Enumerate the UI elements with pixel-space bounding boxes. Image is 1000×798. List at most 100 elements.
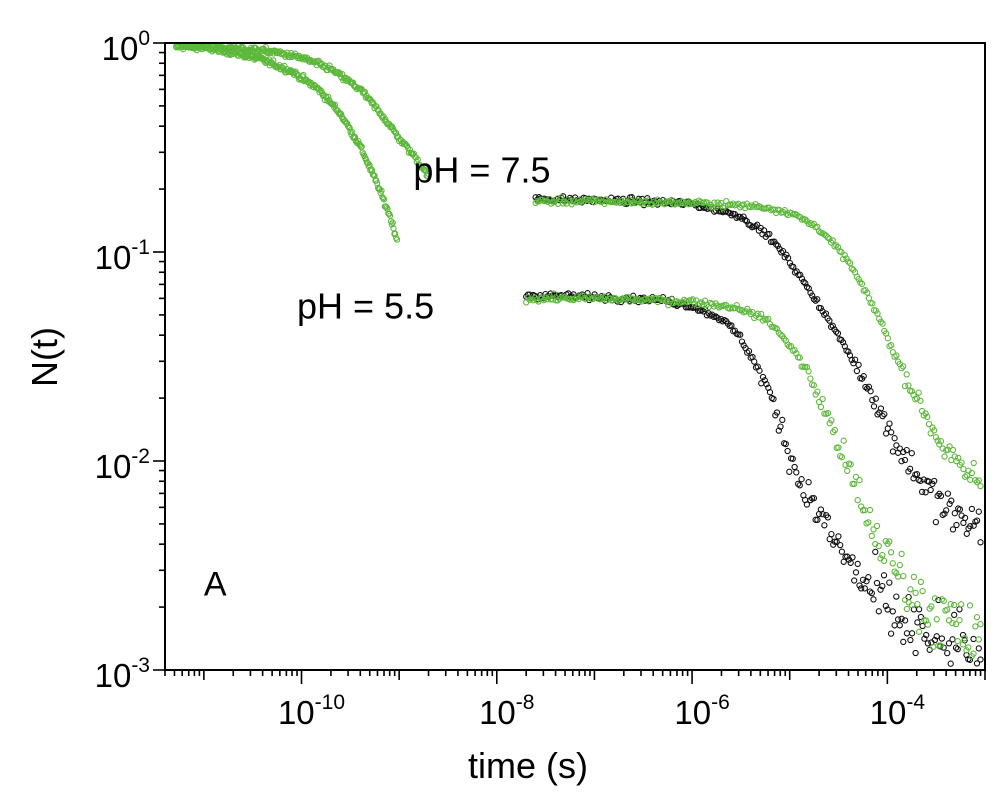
data-point <box>791 346 798 354</box>
data-point <box>908 450 915 457</box>
data-point <box>961 473 969 480</box>
data-point <box>556 195 563 203</box>
data-point <box>853 367 861 375</box>
plot-frame <box>164 42 986 671</box>
data-point <box>838 454 846 461</box>
data-point <box>367 96 374 104</box>
data-point <box>846 259 854 267</box>
data-point <box>829 322 836 329</box>
data-point <box>947 601 954 608</box>
data-point <box>592 196 599 203</box>
data-point <box>900 448 907 456</box>
data-point <box>772 241 780 248</box>
data-point <box>798 476 805 483</box>
data-point <box>977 539 984 546</box>
data-point <box>821 522 828 529</box>
data-point <box>967 523 974 530</box>
data-point <box>917 578 925 586</box>
data-point <box>922 489 929 496</box>
data-points <box>173 41 984 667</box>
data-point <box>731 327 739 334</box>
data-point <box>948 497 955 504</box>
data-point <box>879 412 886 420</box>
data-point <box>886 420 893 427</box>
data-point <box>894 616 902 623</box>
data-point <box>919 587 926 595</box>
data-point <box>918 488 926 496</box>
data-point <box>891 622 898 629</box>
data-point <box>285 68 292 76</box>
data-point <box>915 606 923 613</box>
data-point <box>173 44 180 51</box>
panel-label: A <box>204 565 227 603</box>
data-point <box>798 275 806 282</box>
data-point <box>896 622 903 629</box>
data-point <box>425 170 432 177</box>
series-5 <box>523 290 984 660</box>
data-point <box>860 373 867 380</box>
data-point <box>807 496 814 504</box>
data-point <box>817 304 824 312</box>
data-point <box>870 526 877 533</box>
data-point <box>819 395 826 403</box>
data-point <box>924 640 932 647</box>
data-point <box>872 548 879 556</box>
data-point <box>898 550 905 558</box>
data-point <box>889 448 897 455</box>
data-point <box>864 289 871 296</box>
data-point <box>961 634 968 642</box>
data-point <box>873 579 881 587</box>
data-point <box>869 300 876 307</box>
data-point <box>834 330 842 337</box>
data-point <box>779 247 787 255</box>
data-point <box>937 438 945 445</box>
data-point <box>649 201 656 208</box>
data-point <box>851 577 858 584</box>
data-point <box>551 290 558 297</box>
data-point <box>270 57 277 64</box>
data-point <box>953 521 960 529</box>
data-point <box>954 638 961 645</box>
data-point <box>901 456 909 464</box>
data-point <box>397 137 405 144</box>
data-point <box>937 492 945 500</box>
data-point <box>803 501 811 508</box>
data-point <box>972 477 979 484</box>
x-tick-label: 10-6 <box>674 691 729 731</box>
data-point <box>840 437 847 444</box>
annotation-ph-7-5: pH = 7.5 <box>413 150 550 191</box>
data-point <box>680 198 687 206</box>
data-point <box>949 526 957 533</box>
data-point <box>775 329 782 336</box>
data-point <box>858 585 865 592</box>
data-point <box>745 347 753 355</box>
data-point <box>351 133 359 141</box>
data-point <box>877 405 885 412</box>
data-point <box>977 482 984 490</box>
data-point <box>881 411 888 418</box>
data-point <box>912 589 919 597</box>
data-point <box>900 363 907 370</box>
data-point <box>747 203 754 211</box>
data-point <box>805 479 812 486</box>
data-point <box>898 364 905 372</box>
data-point <box>977 621 984 628</box>
data-point <box>831 426 839 434</box>
data-point <box>896 561 903 569</box>
data-point <box>805 368 812 375</box>
data-point <box>951 601 958 609</box>
data-point <box>952 644 960 651</box>
data-point <box>919 622 926 630</box>
data-point <box>589 295 596 303</box>
data-point <box>915 389 922 396</box>
data-point <box>868 532 875 540</box>
tick-labels: 10-10 10-8 10-6 10-4 100 10-1 10-2 10-3 <box>95 27 926 731</box>
data-point <box>944 606 951 613</box>
data-point <box>779 416 786 424</box>
data-point <box>927 430 934 437</box>
series-4 <box>523 290 984 667</box>
data-point <box>938 596 946 603</box>
data-point <box>903 446 910 454</box>
data-point <box>796 482 803 489</box>
data-point <box>794 480 802 488</box>
